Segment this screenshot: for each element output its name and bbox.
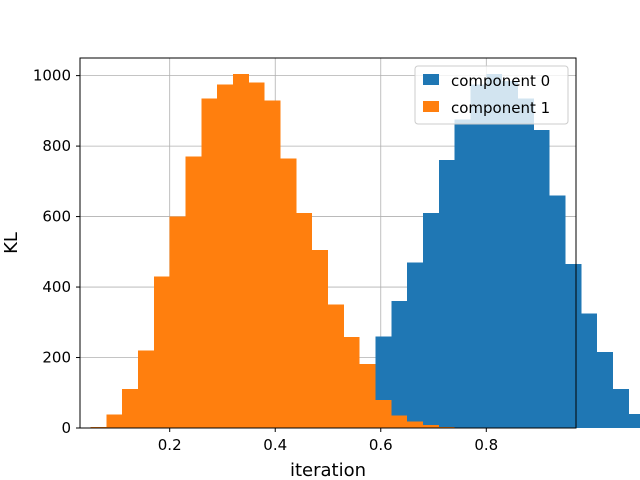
legend-box <box>414 65 569 125</box>
histogram-bar-component-0 <box>486 73 503 428</box>
histogram-bar-component-1 <box>264 100 281 429</box>
y-tick-label: 400 <box>42 278 71 296</box>
histogram-bar-component-1 <box>343 337 360 428</box>
histogram-bar-component-1 <box>122 389 139 428</box>
histogram-bar-component-1 <box>233 73 249 428</box>
histogram-bar-component-1 <box>391 415 408 428</box>
x-tick-label: 0.2 <box>158 436 182 454</box>
x-tick-label: 0.6 <box>369 436 393 454</box>
histogram-bar-component-0 <box>597 352 613 428</box>
histogram-bar-component-1 <box>359 363 376 428</box>
histogram-bar-component-0 <box>517 98 534 429</box>
histogram-bar-component-0 <box>533 130 550 428</box>
legend-swatch-component-0 <box>423 74 439 85</box>
y-tick-label: 800 <box>42 137 71 155</box>
histogram-bar-component-1 <box>248 82 265 429</box>
x-tick-label: 0.8 <box>474 436 498 454</box>
bars-group <box>90 73 640 429</box>
y-tick-label: 200 <box>42 349 71 367</box>
histogram-bar-component-1 <box>138 350 154 428</box>
histogram-bar-component-1 <box>375 399 392 428</box>
y-tick-label: 1000 <box>33 67 71 85</box>
histogram-bar-component-1 <box>328 304 344 428</box>
axes-frame <box>79 57 577 429</box>
legend: component 0 component 1 <box>414 65 569 125</box>
histogram-bar-component-0 <box>502 80 518 429</box>
histogram-bar-component-0 <box>422 213 439 428</box>
histogram-bar-component-0 <box>407 262 423 428</box>
histogram-bar-component-1 <box>438 426 455 428</box>
x-tick-label: 0.4 <box>263 436 287 454</box>
histogram-bar-component-1 <box>280 158 297 428</box>
histogram-bar-component-1 <box>106 414 123 428</box>
histogram-bar-component-1 <box>422 425 439 428</box>
histogram-bar-component-0 <box>438 160 455 428</box>
y-axis-label: KL <box>1 232 22 254</box>
histogram-bar-component-0 <box>391 301 408 428</box>
histogram-bar-component-1 <box>201 98 218 429</box>
histogram-bar-component-1 <box>90 426 107 428</box>
histogram-bar-component-1 <box>296 213 313 428</box>
histogram-bar-component-0 <box>612 389 629 428</box>
histogram-bar-component-0 <box>470 84 487 428</box>
histogram-bar-component-1 <box>169 216 186 428</box>
axes-spines <box>79 57 577 429</box>
legend-label-component-0: component 0 <box>451 72 550 90</box>
histogram-bar-component-1 <box>407 421 423 428</box>
histogram-bar-component-0 <box>549 195 566 428</box>
histogram-bar-component-1 <box>153 276 170 428</box>
legend-swatch-component-1 <box>423 101 439 112</box>
tick-labels: 0.2 0.4 0.6 0.8 0 200 400 600 800 1000 <box>33 67 498 454</box>
legend-label-component-1: component 1 <box>451 99 550 117</box>
histogram-bar-component-0 <box>454 119 471 429</box>
histogram-bar-component-1 <box>312 250 328 428</box>
y-tick-label: 600 <box>42 208 71 226</box>
histogram-bar-component-0 <box>581 313 598 428</box>
histogram-bar-component-1 <box>217 84 234 428</box>
y-tick-label: 0 <box>61 419 71 437</box>
histogram-bar-component-0 <box>565 264 582 428</box>
histogram-bar-component-0 <box>628 413 640 428</box>
histogram-bar-component-1 <box>185 156 202 428</box>
x-axis-label: iteration <box>290 460 366 480</box>
